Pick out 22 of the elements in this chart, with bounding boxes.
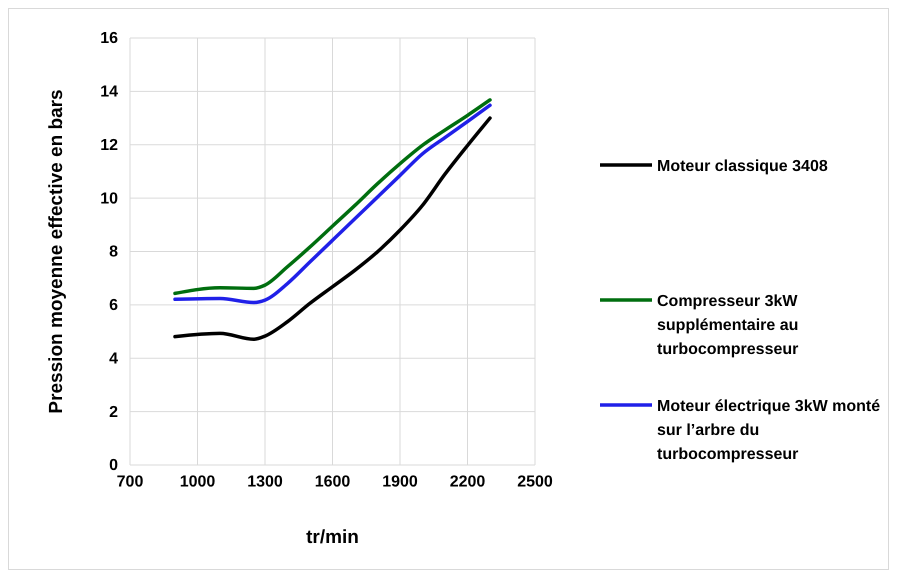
y-tick-label: 12	[100, 136, 118, 154]
x-tick-label: 1300	[247, 473, 283, 490]
legend-label: Compresseur 3kW supplémentaire au turbocompresseur	[657, 293, 798, 358]
y-tick-label: 2	[109, 404, 118, 421]
legend-label: Moteur électrique 3kW monté sur l’arbre du turbocompresseur	[657, 398, 880, 463]
y-axis-title: Pression moyenne effective en bars	[46, 89, 67, 414]
x-tick-label: 1000	[180, 473, 216, 490]
x-tick-label: 1900	[382, 473, 418, 490]
y-tick-label: 10	[100, 190, 118, 208]
x-tick-label: 2500	[517, 473, 553, 490]
x-tick-label: 700	[116, 473, 144, 490]
y-tick-label: 6	[109, 296, 118, 314]
x-tick-label: 2200	[450, 473, 486, 490]
y-tick-label: 8	[109, 244, 118, 261]
x-tick-label: 1600	[314, 473, 350, 490]
legend-label: Moteur classique 3408	[657, 158, 828, 175]
x-axis-title: tr/min	[306, 527, 359, 548]
y-tick-label: 0	[109, 457, 118, 474]
y-tick-label: 16	[100, 30, 118, 48]
y-tick-label: 14	[100, 83, 118, 100]
line-series	[173, 116, 492, 342]
y-tick-label: 4	[109, 350, 118, 368]
